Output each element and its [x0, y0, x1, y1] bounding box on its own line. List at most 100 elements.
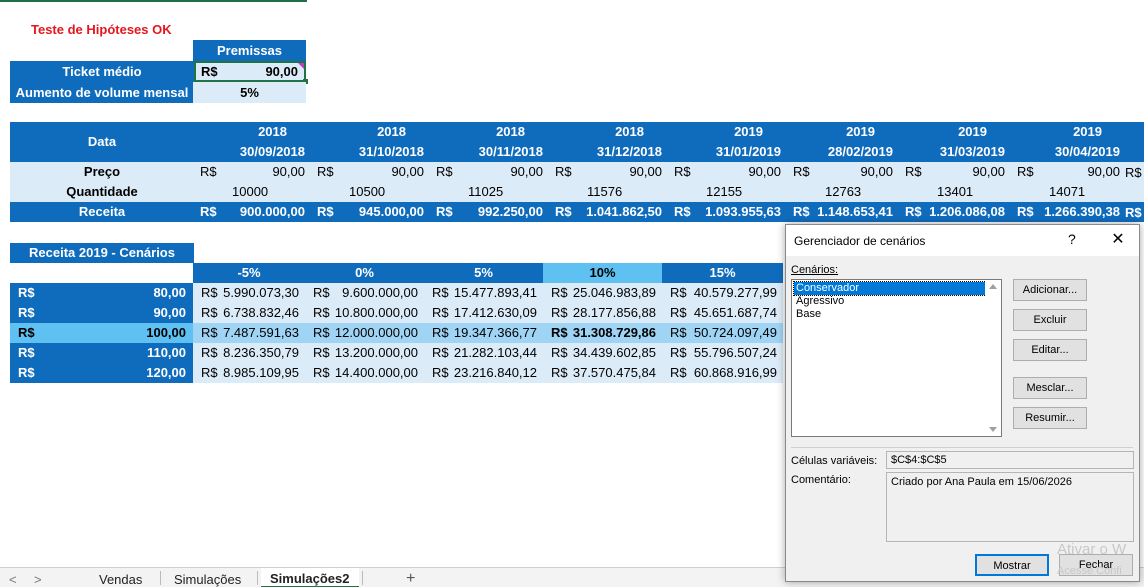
scenario-value-cell[interactable]: R$ 50.724.097,49	[662, 323, 783, 343]
data-year-cell[interactable]: 2018	[496, 124, 525, 139]
ticket-value-cell[interactable]: R$ 90,00	[194, 61, 308, 84]
scenario-value-cell[interactable]: R$ 37.570.475,84	[543, 363, 662, 383]
scenario-value-cell[interactable]: R$ 12.000.000,00	[305, 323, 424, 343]
scenario-item-base[interactable]: Base	[796, 308, 822, 320]
preco-cell[interactable]: 90,00	[860, 164, 893, 179]
edit-scenario-button[interactable]: Editar...	[1013, 339, 1087, 361]
receita-cell[interactable]: 1.041.862,50	[586, 204, 662, 219]
scenario-value-cell[interactable]: R$ 14.400.000,00	[305, 363, 424, 383]
quantidade-cell[interactable]: 13401	[937, 184, 974, 199]
data-year-cell[interactable]: 2018	[258, 124, 287, 139]
data-year-cell[interactable]: 2019	[846, 124, 875, 139]
preco-currency[interactable]: R$	[555, 164, 572, 179]
add-scenario-button[interactable]: Adicionar...	[1013, 279, 1087, 301]
preco-currency[interactable]: R$	[436, 164, 453, 179]
delete-scenario-button[interactable]: Excluir	[1013, 309, 1087, 331]
show-button[interactable]: Mostrar	[975, 554, 1049, 576]
data-date-cell[interactable]: 31/10/2018	[358, 144, 424, 159]
scenario-value-cell[interactable]: R$ 5.990.073,30	[193, 283, 305, 303]
receita-cell[interactable]: 1.266.390,38	[1044, 204, 1120, 219]
preco-cell[interactable]: 90,00	[748, 164, 781, 179]
receita-currency[interactable]: R$	[674, 204, 691, 219]
quantidade-cell[interactable]: 11025	[468, 184, 504, 199]
scenario-value-cell[interactable]: R$ 13.200.000,00	[305, 343, 424, 363]
receita-cell[interactable]: 992.250,00	[477, 204, 543, 219]
receita-cell[interactable]: 1.206.086,08	[929, 204, 1005, 219]
preco-currency[interactable]: R$	[793, 164, 810, 179]
receita-currency[interactable]: R$	[1017, 204, 1034, 219]
preco-cell[interactable]: 90,00	[629, 164, 662, 179]
add-sheet-icon[interactable]: +	[406, 570, 416, 587]
data-date-cell[interactable]: 30/04/2019	[1054, 144, 1120, 159]
fill-handle[interactable]	[303, 79, 308, 84]
quantidade-cell[interactable]: 12155	[706, 184, 743, 199]
scenario-value-cell[interactable]: R$ 31.308.729,86	[543, 323, 662, 343]
quantidade-cell[interactable]: 14071	[1049, 184, 1086, 199]
help-icon[interactable]: ?	[1068, 231, 1076, 247]
data-year-cell[interactable]: 2019	[958, 124, 987, 139]
data-date-cell[interactable]: 30/11/2018	[478, 144, 543, 159]
scenario-value-cell[interactable]: R$ 8.985.109,95	[193, 363, 305, 383]
scenario-column-header[interactable]: -5%	[237, 265, 261, 280]
quantidade-cell[interactable]: 12763	[825, 184, 862, 199]
receita-currency[interactable]: R$	[436, 204, 453, 219]
scenario-value-cell[interactable]: R$ 45.651.687,74	[662, 303, 783, 323]
scroll-down-icon[interactable]	[989, 427, 997, 432]
receita-currency[interactable]: R$	[905, 204, 922, 219]
scenario-value-cell[interactable]: R$ 6.738.832,46	[193, 303, 305, 323]
data-year-cell[interactable]: 2019	[1073, 124, 1102, 139]
tab-simulacoes[interactable]: Simulações	[174, 572, 242, 587]
scenario-value-cell[interactable]: R$ 7.487.591,63	[193, 323, 305, 343]
scenario-column-header[interactable]: 5%	[474, 265, 493, 280]
data-year-cell[interactable]: 2018	[615, 124, 644, 139]
receita-currency[interactable]: R$	[200, 204, 217, 219]
preco-cell[interactable]: 90,00	[1087, 164, 1120, 179]
preco-cell[interactable]: 90,00	[391, 164, 424, 179]
preco-cell[interactable]: 90,00	[272, 164, 305, 179]
receita-currency[interactable]: R$	[555, 204, 572, 219]
scenario-value-cell[interactable]: R$ 25.046.983,89	[543, 283, 662, 303]
receita-cell[interactable]: 1.148.653,41	[817, 204, 893, 219]
preco-cell[interactable]: 90,00	[972, 164, 1005, 179]
preco-cell[interactable]: 90,00	[510, 164, 543, 179]
scroll-up-icon[interactable]	[989, 284, 997, 289]
receita-currency[interactable]: R$	[317, 204, 334, 219]
receita-currency[interactable]: R$	[793, 204, 810, 219]
data-year-cell[interactable]: 2018	[377, 124, 406, 139]
preco-currency[interactable]: R$	[1017, 164, 1034, 179]
quantidade-cell[interactable]: 11576	[587, 184, 623, 199]
scenario-value-cell[interactable]: R$ 15.477.893,41	[424, 283, 543, 303]
scenario-row-label[interactable]: R$ 90,00	[10, 303, 193, 323]
receita-cell[interactable]: 945.000,00	[358, 204, 424, 219]
data-date-cell[interactable]: 30/09/2018	[239, 144, 305, 159]
scenario-value-cell[interactable]: R$ 9.600.000,00	[305, 283, 424, 303]
summary-scenario-button[interactable]: Resumir...	[1013, 407, 1087, 429]
data-date-cell[interactable]: 31/01/2019	[715, 144, 781, 159]
scenario-column-header[interactable]: 10%	[543, 263, 662, 283]
close-icon[interactable]: ✕	[1111, 231, 1125, 248]
scenario-column-header[interactable]: 0%	[355, 265, 374, 280]
scenario-value-cell[interactable]: R$ 21.282.103,44	[424, 343, 543, 363]
scenario-value-cell[interactable]: R$ 19.347.366,77	[424, 323, 543, 343]
preco-currency[interactable]: R$	[674, 164, 691, 179]
scenario-row-label[interactable]: R$ 80,00	[10, 283, 193, 303]
receita-cell[interactable]: 900.000,00	[239, 204, 305, 219]
scenario-row-label[interactable]: R$ 110,00	[10, 343, 193, 363]
scenario-value-cell[interactable]: R$ 8.236.350,79	[193, 343, 305, 363]
preco-currency[interactable]: R$	[317, 164, 334, 179]
tab-simulacoes2[interactable]: Simulações2	[261, 568, 359, 587]
scenario-value-cell[interactable]: R$ 34.439.602,85	[543, 343, 662, 363]
merge-scenario-button[interactable]: Mesclar...	[1013, 377, 1087, 399]
scenario-value-cell[interactable]: R$ 55.796.507,24	[662, 343, 783, 363]
tab-scroll-left-icon[interactable]: <	[9, 572, 17, 587]
scenario-value-cell[interactable]: R$ 10.800.000,00	[305, 303, 424, 323]
scenario-column-header[interactable]: 15%	[709, 265, 736, 280]
data-date-cell[interactable]: 31/12/2018	[596, 144, 662, 159]
scenario-row-label[interactable]: R$ 120,00	[10, 363, 193, 383]
close-button[interactable]: Fechar	[1059, 554, 1133, 576]
quantidade-cell[interactable]: 10000	[232, 184, 269, 199]
scenario-item-agressivo[interactable]: Agressivo	[796, 295, 845, 307]
tab-scroll-right-icon[interactable]: >	[34, 572, 42, 587]
scenario-value-cell[interactable]: R$ 28.177.856,88	[543, 303, 662, 323]
preco-currency[interactable]: R$	[905, 164, 922, 179]
